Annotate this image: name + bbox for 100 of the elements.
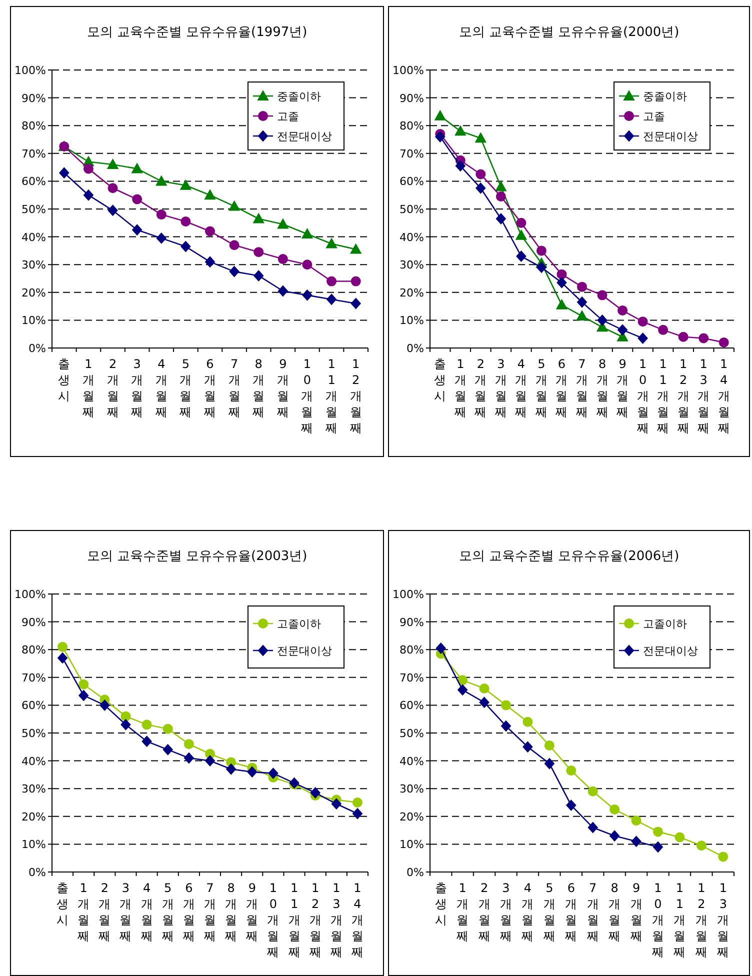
y-tick-label: 100%: [14, 588, 46, 601]
y-tick-label: 70%: [400, 147, 424, 160]
y-tick-label: 30%: [400, 258, 424, 272]
y-tick-label: 90%: [400, 92, 424, 105]
legend-label: 고졸이하: [277, 618, 321, 630]
x-tick-label: 11개월째: [326, 357, 338, 435]
legend-label: 중졸이하: [277, 90, 321, 103]
y-tick-label: 40%: [22, 754, 46, 768]
x-tick-label: 8개월째: [596, 357, 608, 419]
y-tick-label: 100%: [392, 64, 424, 77]
x-tick-label: 13개월째: [698, 357, 710, 435]
x-tick-label: 13개월째: [330, 881, 342, 959]
y-tick-label: 30%: [22, 782, 46, 796]
y-tick-label: 0%: [406, 342, 424, 355]
y-tick-label: 30%: [400, 782, 424, 796]
x-tick-label: 5개월째: [162, 881, 174, 943]
x-tick-label: 1개월째: [456, 881, 469, 943]
x-tick-label: 9개월째: [630, 881, 642, 943]
y-tick-label: 40%: [400, 230, 424, 244]
x-tick-label: 5개월째: [543, 881, 556, 943]
y-tick-label: 70%: [22, 671, 46, 684]
x-tick-label: 4개월째: [140, 881, 153, 943]
y-tick-label: 90%: [400, 616, 424, 629]
x-tick-label: 1개월째: [82, 357, 94, 419]
x-tick-label: 7개월째: [204, 881, 216, 943]
x-tick-label: 7개월째: [586, 881, 599, 943]
legend-label: 고졸이하: [643, 618, 687, 630]
y-tick-label: 90%: [22, 616, 46, 629]
y-tick-label: 0%: [28, 866, 46, 879]
y-tick-label: 100%: [14, 64, 46, 77]
y-tick-label: 80%: [400, 644, 424, 657]
legend-label: 전문대이상: [643, 130, 698, 143]
x-tick-label: 10개월째: [267, 881, 280, 959]
x-tick-label: 출생시: [434, 881, 447, 927]
x-tick-label: 8개월째: [608, 881, 621, 943]
y-tick-label: 60%: [400, 175, 424, 188]
y-tick-label: 30%: [22, 258, 46, 272]
y-tick-label: 90%: [22, 92, 46, 105]
legend-label: 전문대이상: [277, 130, 332, 143]
x-tick-label: 12개월째: [309, 881, 322, 959]
x-tick-label: 9개월째: [246, 881, 258, 943]
x-tick-label: 14개월째: [351, 881, 364, 959]
x-tick-label: 2개월째: [474, 357, 487, 419]
x-tick-label: 출생시: [58, 357, 70, 403]
y-tick-label: 50%: [400, 203, 424, 216]
x-tick-label: 12개월째: [677, 357, 690, 435]
x-tick-label: 6개월째: [182, 881, 195, 943]
x-tick-label: 3개월째: [494, 357, 507, 419]
x-tick-label: 6개월째: [556, 357, 568, 419]
legend-label: 전문대이상: [277, 644, 332, 658]
x-tick-label: 2개월째: [106, 357, 119, 419]
x-tick-label: 11개월째: [674, 881, 686, 959]
x-tick-label: 8개월째: [252, 357, 265, 419]
x-tick-label: 4개월째: [515, 357, 528, 419]
x-tick-label: 9개월째: [616, 357, 629, 419]
legend-label: 고졸: [643, 110, 665, 123]
x-tick-label: 4개월째: [155, 357, 168, 419]
y-tick-label: 20%: [22, 286, 46, 300]
x-tick-label: 13개월째: [717, 881, 730, 959]
x-tick-label: 3개월째: [500, 881, 512, 943]
legend-label: 중졸이하: [643, 90, 687, 103]
x-tick-label: 2개월째: [98, 881, 111, 943]
x-tick-label: 3개월째: [131, 357, 144, 419]
y-tick-label: 80%: [400, 120, 424, 133]
x-tick-label: 4개월째: [522, 881, 534, 943]
x-tick-label: 10개월째: [652, 881, 664, 959]
x-tick-label: 1개월째: [454, 357, 466, 419]
y-tick-label: 60%: [400, 699, 424, 712]
x-tick-label: 11개월째: [288, 881, 300, 959]
x-tick-label: 7개월째: [228, 357, 240, 419]
chart-title: 모의 교육수준별 모유수유율(2006년): [458, 549, 680, 564]
chart-title: 모의 교육수준별 모유수유율(1997년): [86, 25, 308, 40]
x-tick-label: 6개월째: [565, 881, 578, 943]
x-tick-label: 출생시: [434, 357, 446, 403]
y-tick-label: 0%: [28, 342, 46, 355]
x-tick-label: 5개월째: [180, 357, 192, 419]
y-tick-label: 100%: [392, 588, 424, 601]
x-tick-label: 14개월째: [718, 357, 730, 435]
y-tick-label: 20%: [400, 286, 424, 300]
y-tick-label: 40%: [400, 754, 424, 768]
y-tick-label: 20%: [400, 810, 424, 824]
x-tick-label: 8개월째: [225, 881, 238, 943]
y-tick-label: 70%: [22, 147, 46, 160]
y-tick-label: 10%: [22, 314, 46, 328]
x-tick-label: 7개월째: [576, 357, 588, 419]
x-tick-label: 출생시: [56, 881, 69, 927]
y-tick-label: 80%: [22, 120, 46, 133]
x-tick-label: 11개월째: [657, 357, 670, 435]
y-tick-label: 0%: [406, 866, 424, 879]
y-tick-label: 60%: [22, 699, 46, 712]
chart-title: 모의 교육수준별 모유수유율(2003년): [86, 549, 308, 564]
x-tick-label: 9개월째: [276, 357, 289, 419]
y-tick-label: 70%: [400, 671, 424, 684]
x-tick-label: 12개월째: [350, 357, 362, 435]
y-tick-label: 50%: [22, 727, 46, 740]
y-tick-label: 40%: [22, 230, 46, 244]
legend-label: 전문대이상: [643, 644, 698, 658]
y-tick-label: 60%: [22, 175, 46, 188]
x-tick-label: 1개월째: [78, 881, 90, 943]
x-tick-label: 6개월째: [204, 357, 216, 419]
